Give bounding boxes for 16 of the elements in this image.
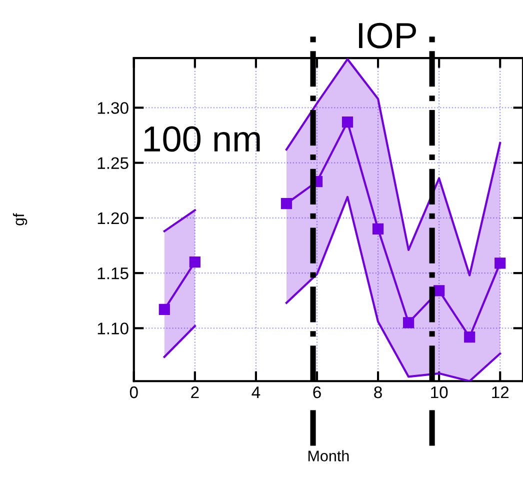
- x-tick-label: 6: [313, 386, 321, 398]
- y-tick-label: 1.15: [98, 268, 128, 280]
- annotation: 100 nm: [144, 126, 260, 152]
- text: IOP: [359, 22, 416, 48]
- x-tick-label: 8: [374, 386, 382, 398]
- x-tick-label: 10: [431, 386, 448, 398]
- y-tick-label: 1.20: [98, 212, 128, 224]
- y-tick-label: 1.10: [98, 322, 128, 334]
- x-tick-label: 2: [191, 386, 199, 398]
- y-axis-title: gf: [12, 213, 28, 226]
- x-axis-title: Month: [308, 450, 349, 462]
- y-tick-label: 1.30: [98, 102, 128, 114]
- x-tick-label: 4: [252, 386, 260, 398]
- y-tick-label: 1.25: [98, 157, 128, 170]
- x-tick-label: 12: [492, 386, 509, 398]
- x-tick-label: 0: [130, 386, 138, 398]
